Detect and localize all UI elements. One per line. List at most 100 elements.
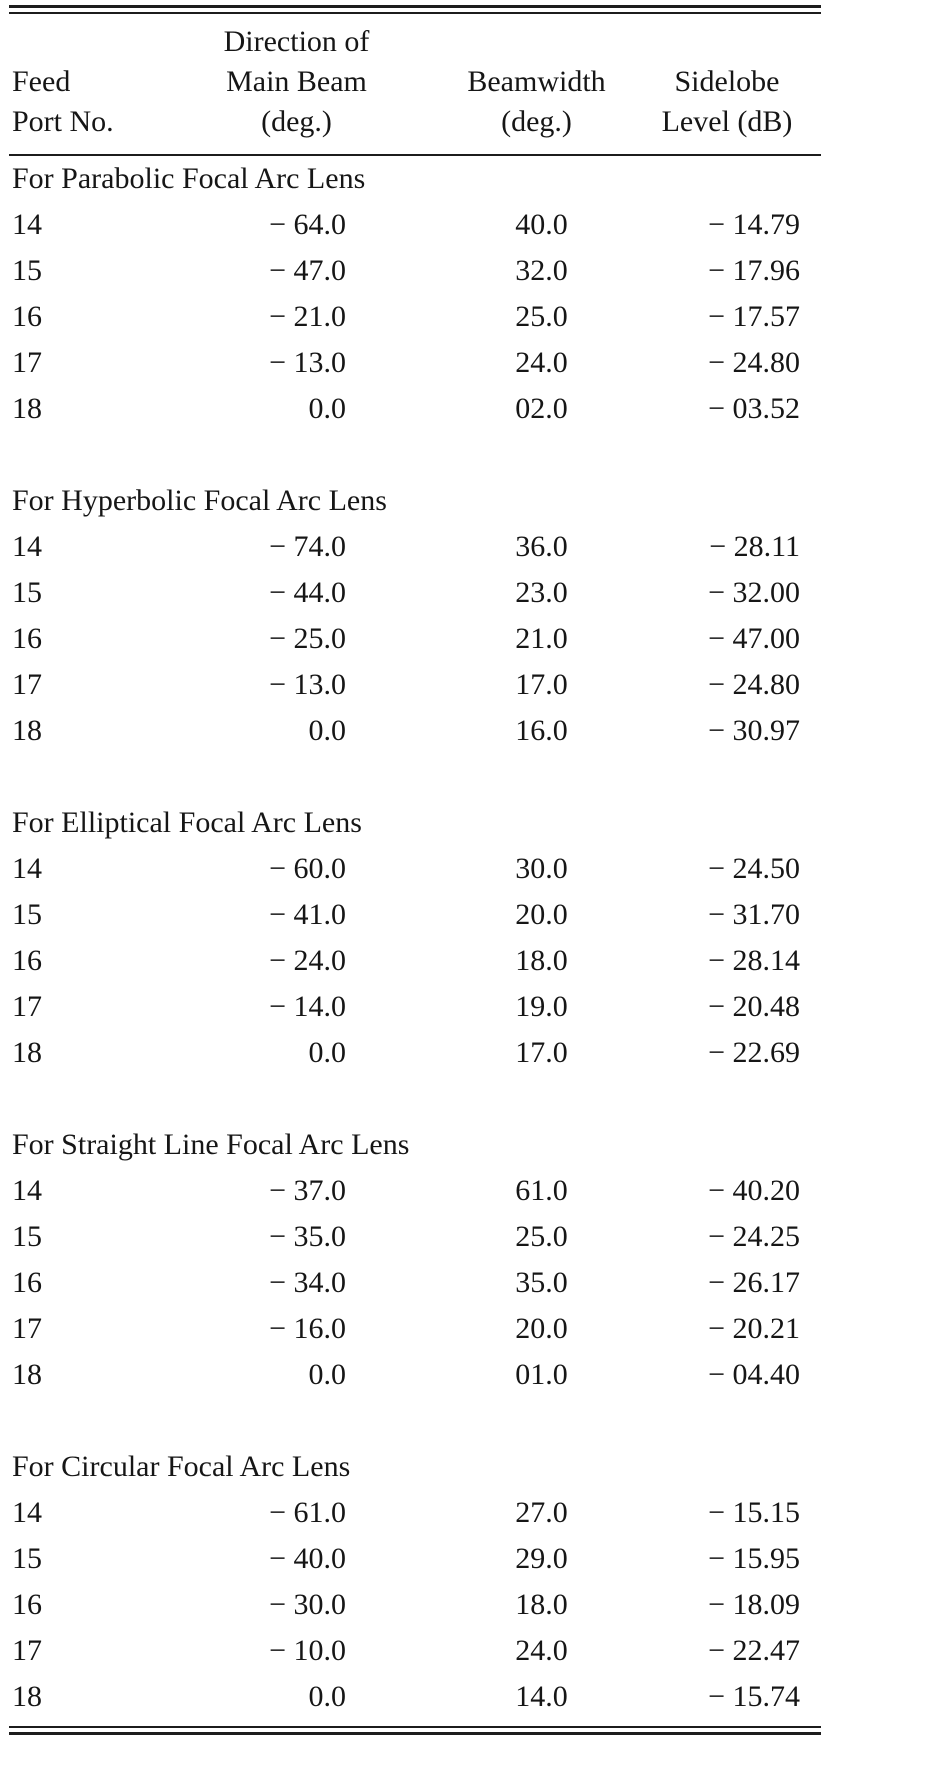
cell-direction: − 24.0 [269,944,346,977]
table-row: 15 − 44.0 23.0 − 32.00 [9,570,821,616]
cell-sidelobe: − 04.40 [708,1358,800,1391]
cell-feed-port: 15 [12,1220,42,1253]
cell-feed-port: 14 [12,1174,42,1207]
section-title: For Parabolic Focal Arc Lens [12,162,366,195]
table-row: 18 0.0 16.0 − 30.97 [9,708,821,754]
section-spacer [9,1398,821,1444]
cell-beamwidth: 36.0 [515,530,568,563]
cell-direction: − 37.0 [269,1174,346,1207]
cell-direction: 0.0 [308,392,347,425]
cell-direction: − 41.0 [269,898,346,931]
cell-feed-port: 18 [12,714,42,747]
cell-sidelobe: − 15.74 [708,1680,800,1713]
header-beamwidth: Beamwidth (deg.) [419,14,654,156]
cell-feed-port: 14 [12,1496,42,1529]
table-row: 16 − 34.0 35.0 − 26.17 [9,1260,821,1306]
table-row: 14 − 37.0 61.0 − 40.20 [9,1168,821,1214]
cell-beamwidth: 01.0 [515,1358,568,1391]
cell-sidelobe: − 03.52 [708,392,800,425]
cell-sidelobe: − 22.69 [708,1036,800,1069]
cell-beamwidth: 19.0 [515,990,568,1023]
cell-feed-port: 17 [12,346,42,379]
cell-beamwidth: 18.0 [515,1588,568,1621]
table-row: 14 − 64.0 40.0 − 14.79 [9,202,821,248]
cell-direction: − 44.0 [269,576,346,609]
cell-sidelobe: − 30.97 [708,714,800,747]
cell-beamwidth: 35.0 [515,1266,568,1299]
cell-sidelobe: − 40.20 [708,1174,800,1207]
header-line: Feed [12,65,71,98]
header-line: Sidelobe [674,65,780,98]
cell-direction: − 25.0 [269,622,346,655]
table-sheet: Feed Port No. Direction of Main Beam (de… [9,5,821,1735]
cell-feed-port: 14 [12,530,42,563]
cell-beamwidth: 02.0 [515,392,568,425]
table-header: Feed Port No. Direction of Main Beam (de… [9,14,821,156]
header-line: Port No. [12,105,114,138]
cell-direction: − 14.0 [269,990,346,1023]
cell-beamwidth: 61.0 [515,1174,568,1207]
spacer-cell [9,432,821,478]
cell-sidelobe: − 24.50 [708,852,800,885]
cell-feed-port: 14 [12,852,42,885]
table-row: 14 − 74.0 36.0 − 28.11 [9,524,821,570]
cell-sidelobe: − 24.25 [708,1220,800,1253]
cell-feed-port: 17 [12,1312,42,1345]
table-row: 15 − 40.0 29.0 − 15.95 [9,1536,821,1582]
table-row: 17 − 16.0 20.0 − 20.21 [9,1306,821,1352]
cell-sidelobe: − 17.57 [708,300,800,333]
cell-direction: − 40.0 [269,1542,346,1575]
cell-beamwidth: 18.0 [515,944,568,977]
bottom-double-rule [9,1726,821,1735]
header-direction: Direction of Main Beam (deg.) [174,14,419,156]
cell-direction: − 60.0 [269,852,346,885]
cell-beamwidth: 23.0 [515,576,568,609]
cell-direction: − 61.0 [269,1496,346,1529]
header-line: (deg.) [501,105,572,138]
cell-direction: − 16.0 [269,1312,346,1345]
cell-sidelobe: − 24.80 [708,668,800,701]
cell-feed-port: 18 [12,392,42,425]
cell-feed-port: 16 [12,622,42,655]
table-row: 16 − 30.0 18.0 − 18.09 [9,1582,821,1628]
table-row: 14 − 60.0 30.0 − 24.50 [9,846,821,892]
cell-direction: − 64.0 [269,208,346,241]
cell-sidelobe: − 26.17 [708,1266,800,1299]
cell-sidelobe: − 17.96 [708,254,800,287]
cell-beamwidth: 32.0 [515,254,568,287]
cell-sidelobe: − 20.48 [708,990,800,1023]
header-row: Feed Port No. Direction of Main Beam (de… [9,14,821,156]
cell-beamwidth: 20.0 [515,898,568,931]
section-title: For Hyperbolic Focal Arc Lens [12,484,387,517]
section-title-row: For Circular Focal Arc Lens [9,1444,821,1490]
cell-sidelobe: − 28.14 [708,944,800,977]
section-title-row: For Straight Line Focal Arc Lens [9,1122,821,1168]
cell-sidelobe: − 22.47 [708,1634,800,1667]
table-body: For Parabolic Focal Arc Lens 14 − 64.0 40.0… [9,155,821,1720]
cell-feed-port: 16 [12,300,42,333]
cell-feed-port: 15 [12,254,42,287]
cell-feed-port: 16 [12,944,42,977]
table-row: 18 0.0 01.0 − 04.40 [9,1352,821,1398]
section-title-row: For Elliptical Focal Arc Lens [9,800,821,846]
cell-beamwidth: 20.0 [515,1312,568,1345]
table-row: 15 − 47.0 32.0 − 17.96 [9,248,821,294]
cell-beamwidth: 17.0 [515,1036,568,1069]
spacer-cell [9,1398,821,1444]
header-line: Beamwidth [467,65,606,98]
section-title-row: For Parabolic Focal Arc Lens [9,155,821,202]
table-row: 15 − 35.0 25.0 − 24.25 [9,1214,821,1260]
cell-beamwidth: 17.0 [515,668,568,701]
table-row: 14 − 61.0 27.0 − 15.15 [9,1490,821,1536]
cell-feed-port: 15 [12,1542,42,1575]
cell-direction: − 47.0 [269,254,346,287]
cell-direction: − 21.0 [269,300,346,333]
cell-sidelobe: − 32.00 [708,576,800,609]
cell-direction: − 30.0 [269,1588,346,1621]
table-row: 16 − 21.0 25.0 − 17.57 [9,294,821,340]
spacer-cell [9,754,821,800]
cell-feed-port: 17 [12,990,42,1023]
cell-direction: 0.0 [308,1036,347,1069]
cell-beamwidth: 40.0 [515,208,568,241]
table-row: 18 0.0 17.0 − 22.69 [9,1030,821,1076]
